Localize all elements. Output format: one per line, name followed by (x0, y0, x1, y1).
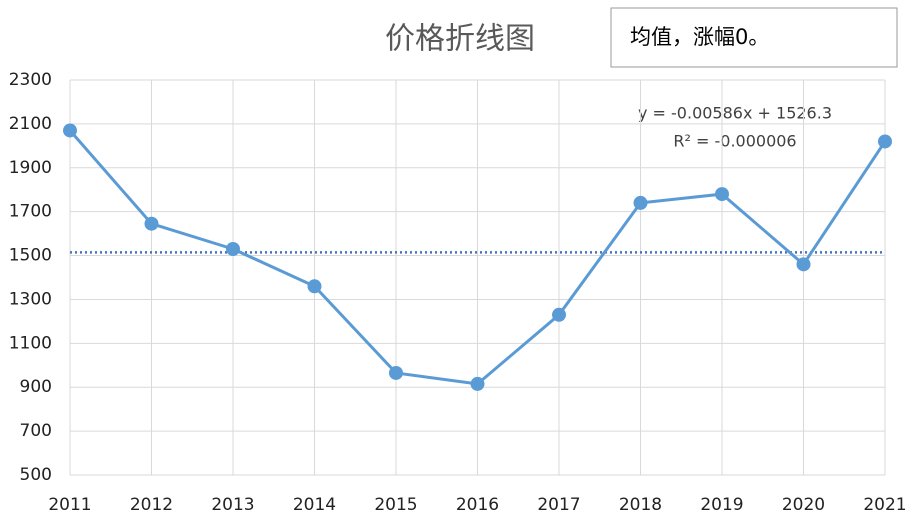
trend-equation: y = -0.00586x + 1526.3 (638, 104, 832, 123)
y-tick-label: 900 (20, 377, 52, 397)
x-tick-label: 2021 (863, 495, 906, 515)
marker (715, 187, 729, 202)
marker (633, 195, 648, 210)
x-tick-label: 2020 (782, 495, 825, 515)
x-tick-label: 2011 (48, 495, 91, 515)
x-tick-label: 2019 (700, 495, 743, 515)
marker (226, 241, 240, 256)
x-tick-label: 2014 (293, 495, 336, 515)
y-tick-label: 1100 (9, 333, 52, 353)
marker (796, 257, 811, 272)
y-tick-label: 1500 (9, 246, 52, 266)
y-tick-label: 1900 (9, 158, 52, 178)
y-tick-label: 700 (20, 421, 52, 441)
x-tick-label: 2017 (537, 495, 580, 515)
x-tick-label: 2016 (456, 495, 499, 515)
y-tick-label: 500 (20, 465, 52, 485)
trend-r2: R² = -0.000006 (673, 132, 796, 151)
y-tick-label: 1700 (9, 202, 52, 222)
chart-title: 价格折线图 (385, 22, 535, 57)
x-tick-label: 2015 (374, 495, 417, 515)
x-tick-label: 2013 (211, 495, 254, 515)
annotation: 均值，涨幅0。 (630, 25, 769, 49)
annotation-box (610, 7, 898, 68)
marker (389, 365, 403, 380)
marker (878, 134, 892, 149)
x-tick-label: 2012 (130, 495, 173, 515)
x-tick-label: 2018 (619, 495, 662, 515)
marker (552, 307, 566, 322)
y-tick-label: 2300 (9, 70, 52, 90)
marker (63, 123, 77, 138)
y-tick-label: 1300 (9, 289, 52, 309)
marker (307, 279, 322, 294)
marker (470, 376, 485, 391)
y-tick-label: 2100 (9, 114, 52, 134)
marker (144, 216, 159, 231)
